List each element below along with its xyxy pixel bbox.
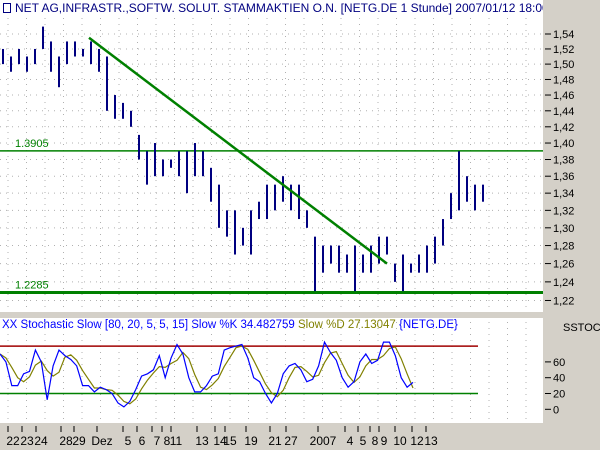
x-tick-label: Dez [91,434,112,448]
x-tick-label: 11 [170,434,183,448]
x-tick-label: 12 [410,434,424,448]
y-tick-label: 1,22 [553,295,574,307]
x-tick-label: 10 [393,434,407,448]
x-tick-label: 28 [59,434,73,448]
title-text: NET AG,INFRASTR.,SOFTW. SOLUT. STAMMAKTI… [15,1,543,15]
stoch-tick-label: 20 [553,389,565,401]
y-tick-label: 1,32 [553,205,574,217]
x-tick-label: 5 [125,434,132,448]
y-tick-label: 1,24 [553,277,574,289]
x-tick-label: 23 [20,434,34,448]
x-tick-label: 13 [424,434,438,448]
y-tick-label: 1,38 [553,154,574,166]
stoch-axis-name: SSTOC [563,322,600,334]
level-label: 1.2285 [15,280,49,292]
y-tick-label: 1,42 [553,122,574,134]
x-tick-label: 5 [360,434,367,448]
x-tick-label: 8 [372,434,379,448]
y-tick-label: 1,48 [553,74,574,86]
candlestick-icon [3,3,11,13]
y-tick-label: 1,52 [553,44,574,56]
d-line [0,345,414,405]
chart-title: NET AG,INFRASTR.,SOFTW. SOLUT. STAMMAKTI… [3,1,543,15]
y-tick-label: 1,44 [553,106,574,118]
y-tick-label: 1,26 [553,259,574,271]
x-tick-label: 29 [72,434,86,448]
x-tick-label: 24 [34,434,48,448]
y-tick-label: 1,40 [553,138,574,150]
y-tick-label: 1,34 [553,188,574,200]
y-tick-label: 1,28 [553,241,574,253]
trendline [88,36,388,265]
y-tick-label: 1,36 [553,171,574,183]
y-tick-label: 1,50 [553,59,574,71]
level-label: 1.3905 [15,138,49,150]
x-tick-label: 7 [154,434,161,448]
y-tick-label: 1,54 [553,29,574,41]
y-tick-label: 1,46 [553,90,574,102]
x-tick-label: 27 [284,434,298,448]
x-tick-label: 22 [6,434,20,448]
x-tick-label: 13 [195,434,209,448]
x-tick-label: 15 [223,434,237,448]
stoch-title: XX Stochastic Slow [80, 20, 5, 5, 15] [2,319,189,331]
x-tick-label: 6 [139,434,146,448]
x-tick-label: 2007 [310,434,337,448]
x-tick-label: 8 [164,434,171,448]
stoch-tick-label: 60 [553,357,565,369]
symbol-label: {NETG.DE} [399,319,458,331]
stoch-tick-label: 0 [553,404,559,416]
x-tick-label: 19 [244,434,258,448]
x-tick-label: 4 [347,434,354,448]
y-tick-label: 1,30 [553,223,574,235]
k-label: Slow %K 34.482759 [191,319,295,331]
k-line [0,340,414,408]
x-tick-label: 21 [268,434,282,448]
stoch-tick-label: 40 [553,373,565,385]
x-tick-label: 14 [213,434,227,448]
x-tick-label: 9 [381,434,388,448]
